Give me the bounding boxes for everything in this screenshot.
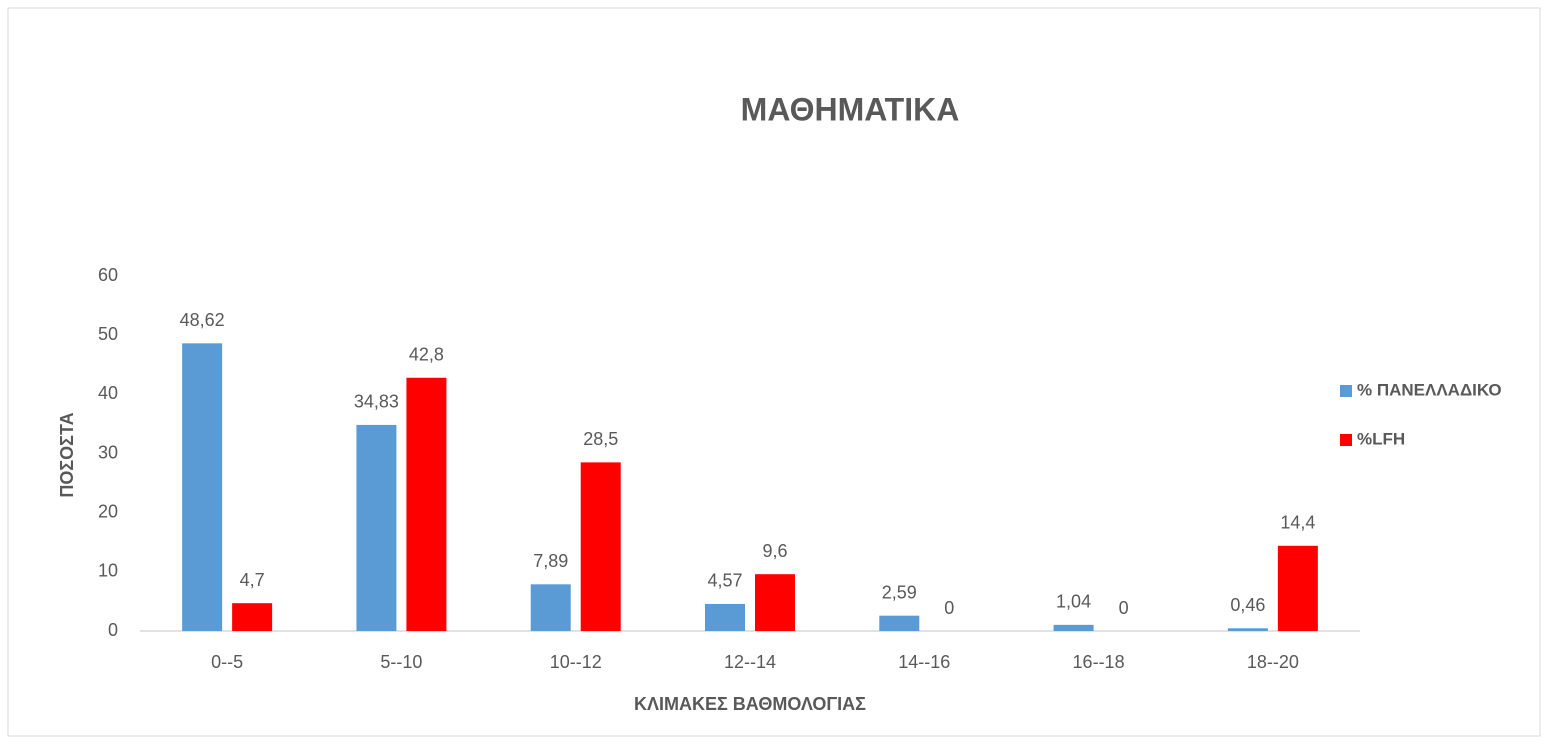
bar xyxy=(755,574,795,631)
value-label: 4,57 xyxy=(707,571,742,591)
y-tick-label: 40 xyxy=(98,383,118,403)
legend-swatch xyxy=(1340,434,1352,446)
bar xyxy=(406,377,447,631)
y-tick-label: 30 xyxy=(98,442,118,462)
legend-label: % ΠΑΝΕΛΛΑΔΙΚΟ xyxy=(1357,380,1502,399)
x-tick-label: 12--14 xyxy=(724,652,776,672)
value-label: 14,4 xyxy=(1280,513,1315,533)
value-label: 28,5 xyxy=(583,429,618,449)
value-label: 0 xyxy=(944,598,954,618)
bar xyxy=(705,603,745,631)
legend-swatch xyxy=(1340,385,1352,397)
y-tick-label: 10 xyxy=(98,561,118,581)
value-label: 48,62 xyxy=(180,310,225,330)
x-tick-label: 16--18 xyxy=(1073,652,1125,672)
bar xyxy=(879,615,920,631)
bar xyxy=(182,343,223,631)
chart-title: ΜΑΘΗΜΑΤΙΚΑ xyxy=(741,91,960,127)
y-tick-label: 60 xyxy=(98,265,118,285)
value-label: 7,89 xyxy=(533,551,568,571)
value-label: 9,6 xyxy=(762,541,787,561)
value-label: 42,8 xyxy=(409,345,444,365)
value-label: 4,7 xyxy=(240,570,265,590)
legend-label: %LFH xyxy=(1357,429,1405,448)
bar xyxy=(1277,545,1318,631)
x-axis-label: ΚΛΙΜΑΚΕΣ ΒΑΘΜΟΛΟΓΙΑΣ xyxy=(634,694,866,714)
bar xyxy=(1227,628,1268,631)
x-tick-label: 0--5 xyxy=(211,652,243,672)
x-tick-label: 14--16 xyxy=(898,652,950,672)
value-label: 34,83 xyxy=(354,392,399,412)
bar xyxy=(530,584,571,631)
x-tick-label: 10--12 xyxy=(550,652,602,672)
x-tick-label: 18--20 xyxy=(1247,652,1299,672)
x-tick-label: 5--10 xyxy=(380,652,422,672)
bar xyxy=(232,603,273,631)
bar xyxy=(356,424,397,631)
y-axis-label: ΠΟΣΟΣΤΑ xyxy=(57,412,77,497)
value-label: 1,04 xyxy=(1056,592,1091,612)
bar xyxy=(1053,624,1094,631)
value-label: 0,46 xyxy=(1230,595,1265,615)
value-label: 2,59 xyxy=(882,582,917,602)
bar xyxy=(580,462,621,631)
y-tick-label: 50 xyxy=(98,324,118,344)
value-label: 0 xyxy=(1119,598,1129,618)
y-tick-label: 20 xyxy=(98,501,118,521)
y-tick-label: 0 xyxy=(108,620,118,640)
